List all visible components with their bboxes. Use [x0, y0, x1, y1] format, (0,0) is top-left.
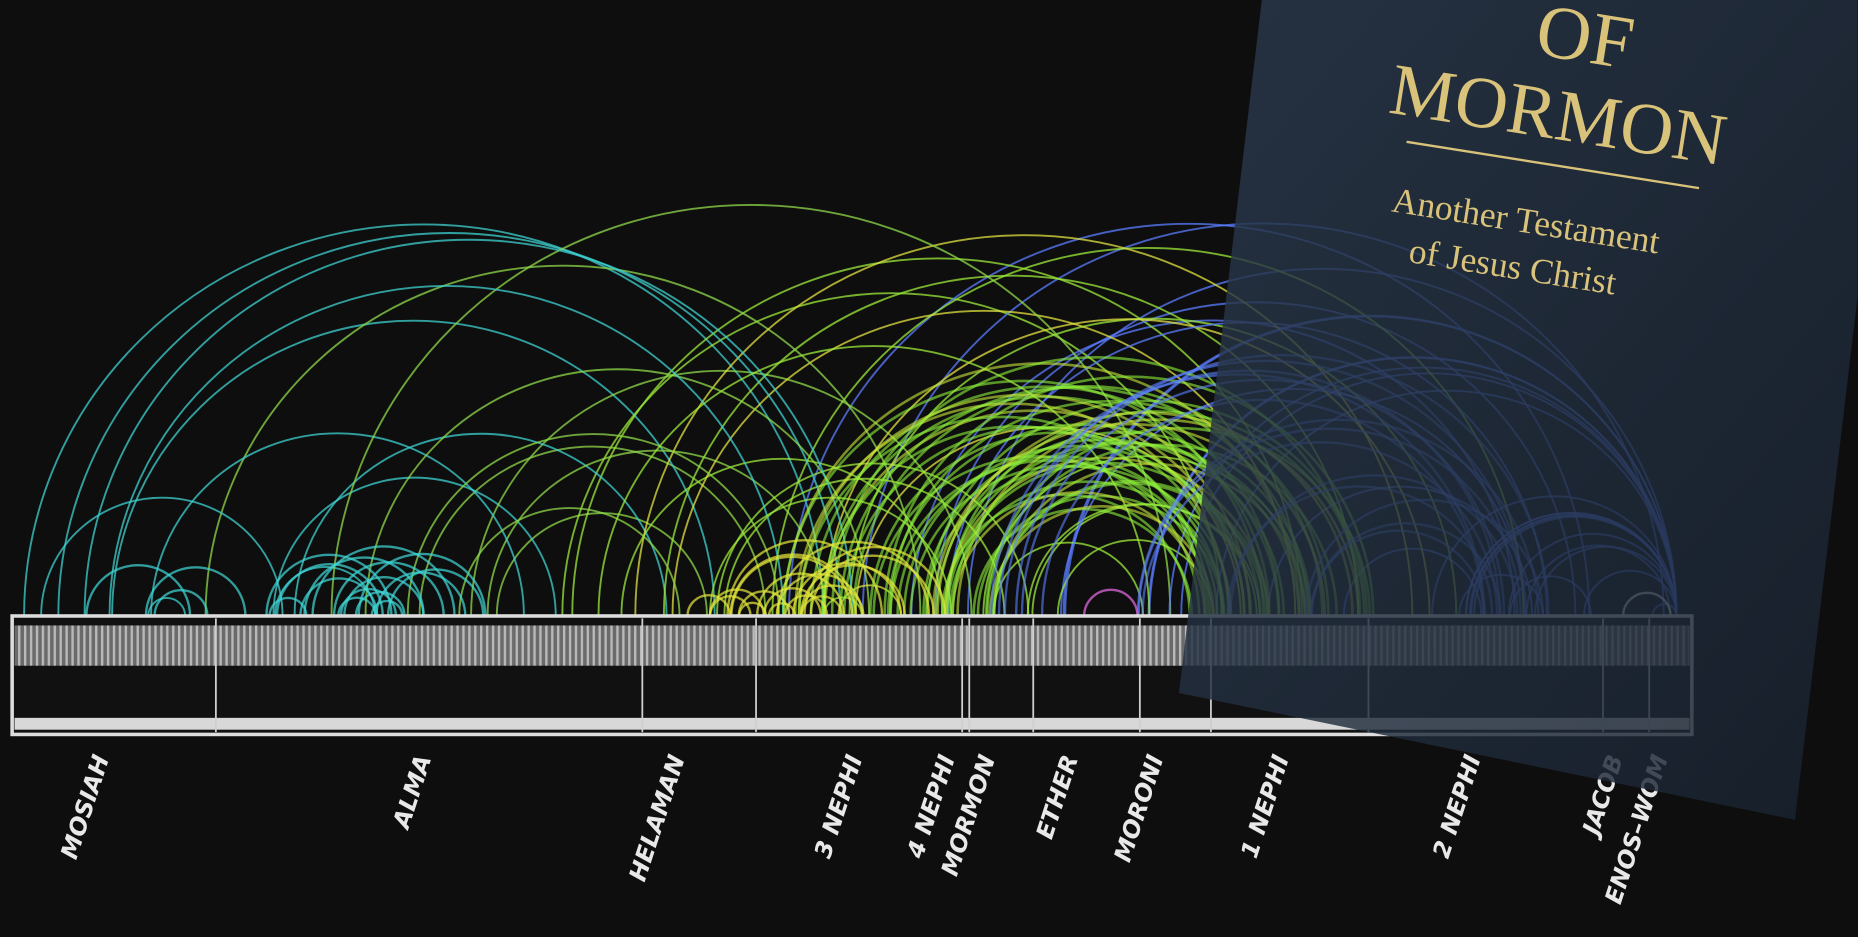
arc [723, 478, 1006, 616]
arc [762, 587, 822, 616]
arc [809, 554, 936, 616]
arc [337, 596, 377, 617]
arc [40, 496, 284, 616]
arc [272, 476, 557, 616]
arc [293, 433, 668, 616]
arc [375, 571, 467, 616]
arc [597, 345, 1151, 616]
arc [299, 577, 379, 616]
bar-bottom [14, 717, 1690, 730]
arc [972, 508, 1194, 616]
book-label: MORONI [1108, 751, 1169, 865]
arc [708, 595, 752, 617]
arc [791, 561, 903, 616]
book-cover: OF MORMON Another Testament of Jesus Chr… [1178, 0, 1858, 820]
cover-rule [1406, 140, 1700, 190]
arc [797, 415, 1207, 616]
arc [458, 507, 681, 616]
arc [561, 292, 1223, 616]
arc [686, 594, 732, 617]
arc [755, 572, 846, 616]
arc [729, 553, 857, 616]
book-label: HELAMAN [624, 751, 691, 885]
book-label: 3 NEPHI [809, 751, 869, 861]
arc [370, 599, 404, 617]
arc [364, 368, 871, 616]
arc [144, 566, 247, 616]
arc [357, 552, 487, 616]
arc [111, 319, 716, 616]
arc [330, 204, 1172, 616]
cover [1178, 0, 1858, 820]
arc [776, 540, 931, 616]
cover-line1: OF [1531, 0, 1640, 86]
arc [784, 594, 829, 617]
arc [726, 539, 884, 616]
arc [406, 433, 780, 616]
arc [1082, 588, 1139, 616]
arc [23, 224, 825, 616]
book-label: ALMA [387, 751, 438, 833]
arc [737, 601, 768, 617]
arc [343, 576, 425, 616]
arc [147, 597, 187, 617]
arc [153, 589, 209, 617]
arc [311, 545, 456, 616]
book-label: 1 NEPHI [1235, 751, 1295, 861]
book-label: MOSIAH [55, 751, 115, 862]
arc [85, 564, 192, 616]
book-label: ETHER [1031, 751, 1084, 842]
arc [204, 264, 922, 616]
arc [799, 564, 906, 616]
book-label: 2 NEPHI [1427, 751, 1487, 861]
arc [800, 595, 844, 617]
arc [418, 445, 767, 616]
arc [620, 458, 944, 616]
arc [108, 284, 785, 616]
arc [57, 232, 842, 616]
arc [268, 596, 308, 617]
arc [354, 591, 406, 617]
arc [951, 491, 1206, 616]
arc [83, 238, 854, 616]
arc [803, 545, 947, 616]
